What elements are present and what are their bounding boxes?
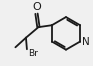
Text: Br: Br (28, 49, 38, 58)
Text: O: O (32, 2, 41, 12)
Text: N: N (82, 37, 90, 47)
